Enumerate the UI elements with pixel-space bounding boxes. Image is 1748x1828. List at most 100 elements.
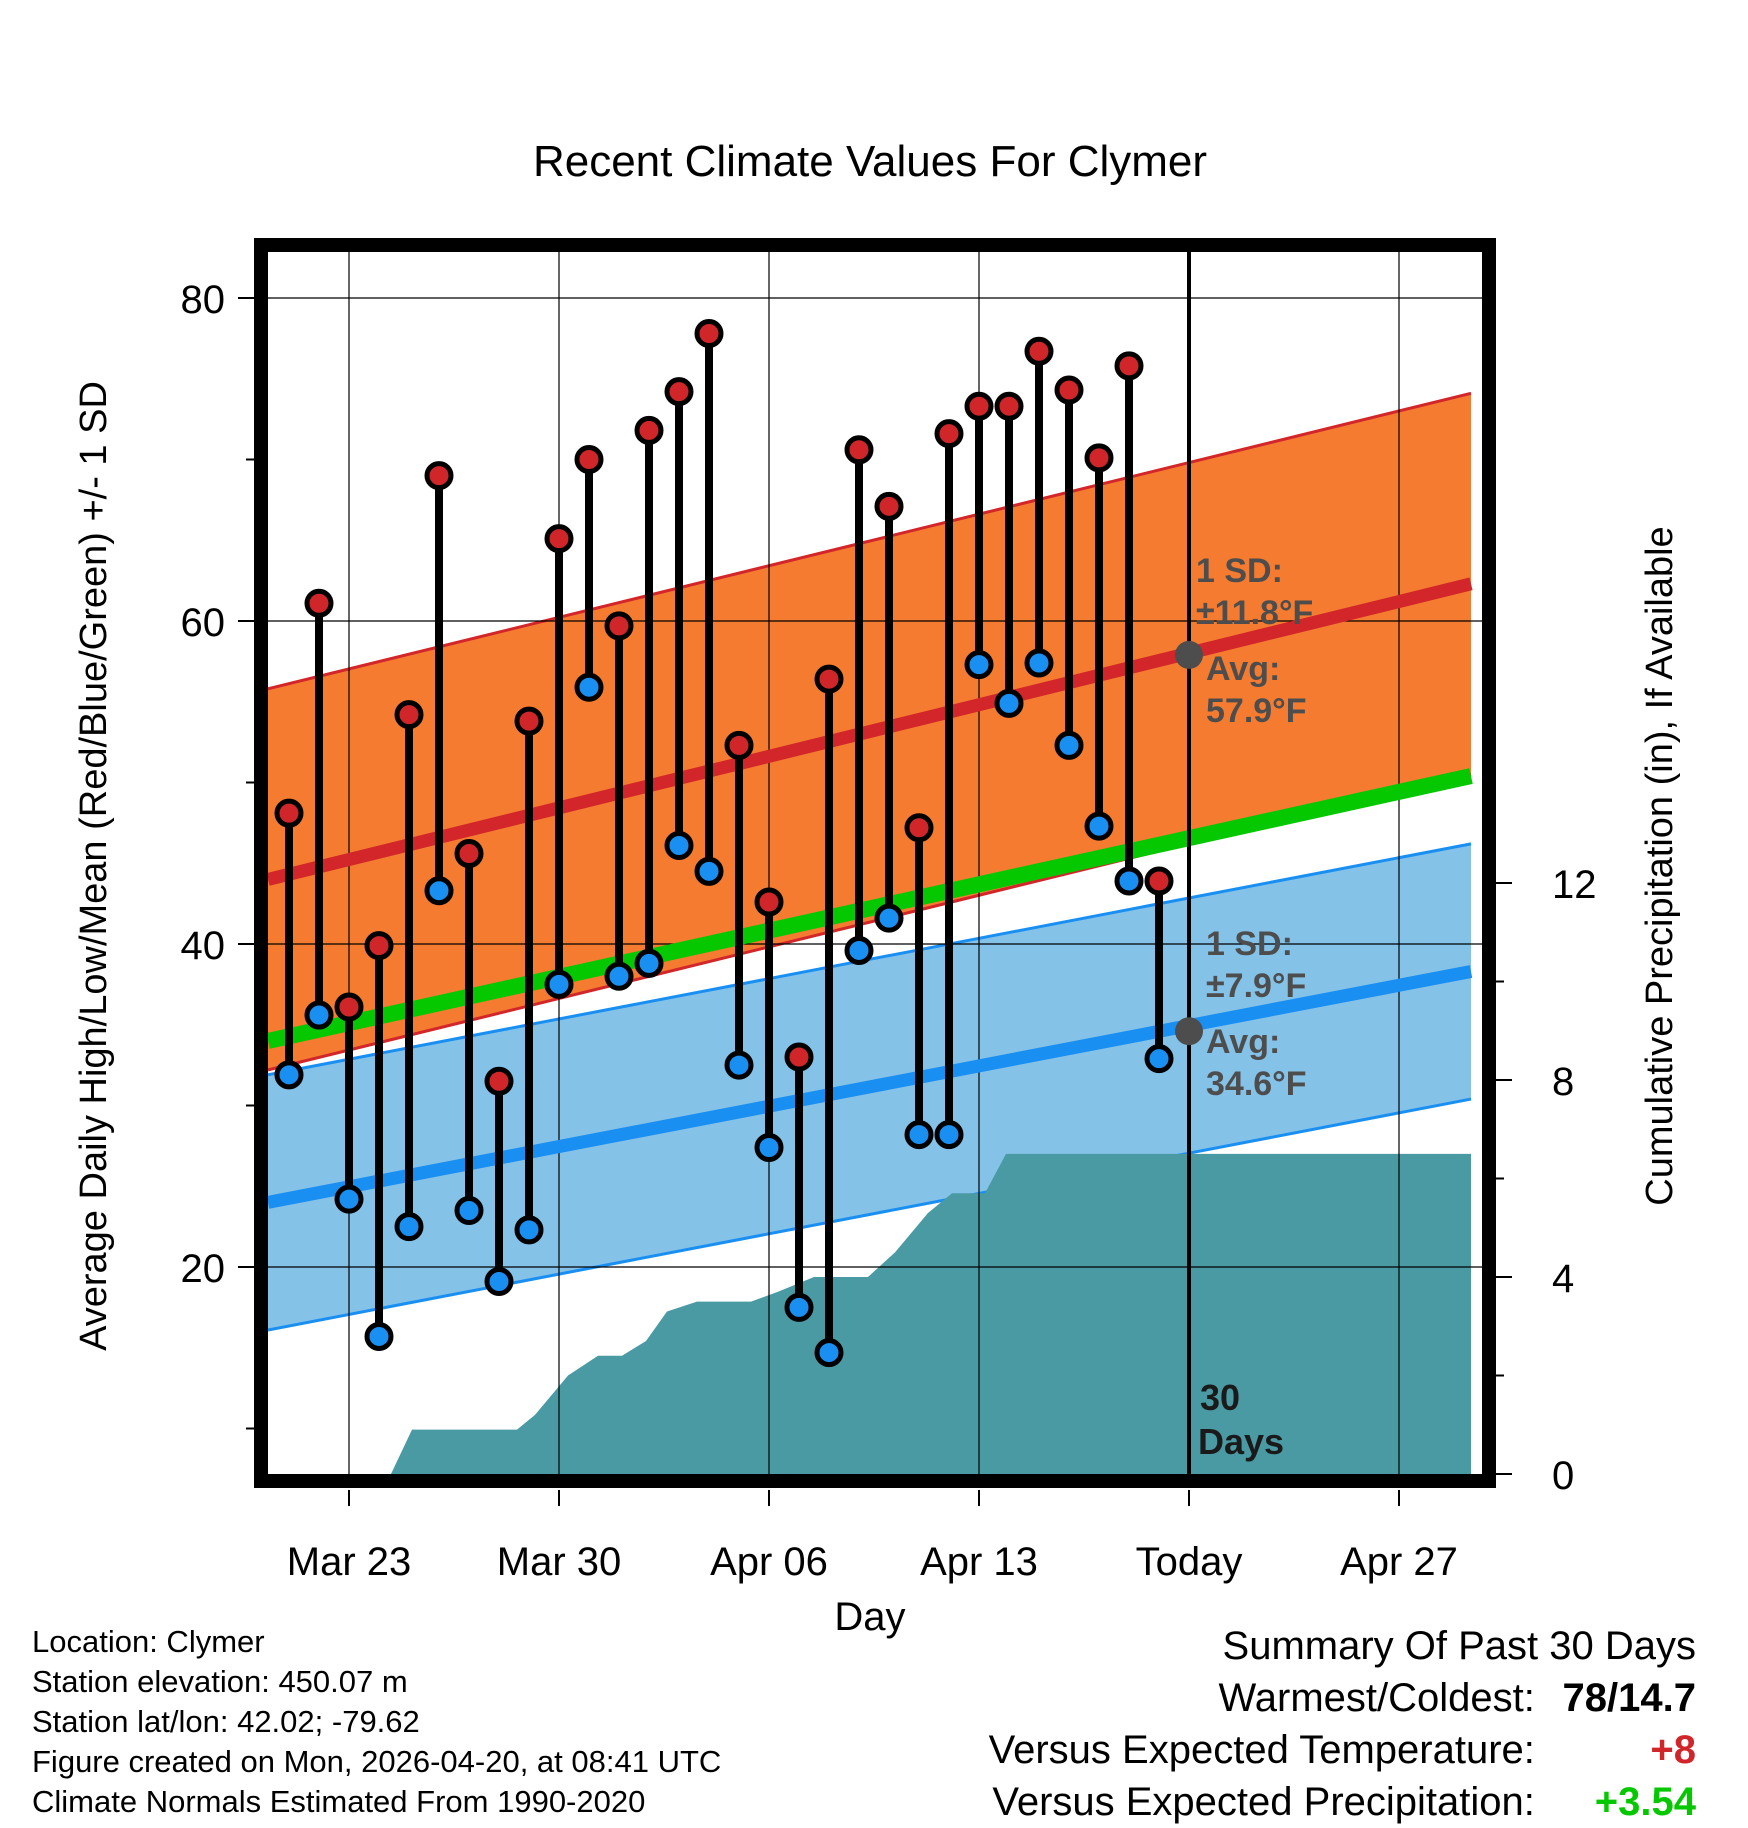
elevation-text: Station elevation: 450.07 m — [32, 1664, 408, 1699]
high-dot-16 — [754, 887, 784, 917]
latlon-text: Station lat/lon: 42.02; -79.62 — [32, 1704, 420, 1739]
low-sd-value: ±7.9°F — [1206, 967, 1306, 1005]
low-dot-22 — [934, 1120, 964, 1150]
high-dot-26 — [1054, 375, 1084, 405]
high-dot-2 — [334, 992, 364, 1022]
station-info: Location: Clymer Station elevation: 450.… — [32, 1622, 721, 1822]
summary-temp-row: Versus Expected Temperature: +8 — [989, 1724, 1696, 1776]
precip-label: Versus Expected Precipitation: — [992, 1780, 1535, 1824]
low-dot-26 — [1054, 730, 1084, 760]
high-dot-11 — [604, 611, 634, 641]
y-tick-label-20: 20 — [181, 1247, 226, 1291]
high-dot-29 — [1144, 866, 1174, 896]
y-tick-label-80: 80 — [181, 278, 226, 322]
high-dot-20 — [874, 491, 904, 521]
high-dot-10 — [574, 445, 604, 474]
low-dot-10 — [574, 672, 604, 702]
x-tick-label-0: Mar 23 — [287, 1540, 412, 1584]
low-dot-0 — [274, 1060, 304, 1090]
low-dot-15 — [724, 1050, 754, 1080]
high-dot-5 — [424, 461, 454, 491]
y2-tick-label-0: 0 — [1552, 1454, 1574, 1498]
high-dot-15 — [724, 730, 754, 760]
low-dot-16 — [754, 1132, 784, 1162]
days-count-number: 30 — [1200, 1377, 1240, 1418]
y-axis-label: Average Daily High/Low/Mean (Red/Blue/Gr… — [73, 381, 115, 1351]
low-band-lower-edge — [268, 1097, 1472, 1332]
low-dot-12 — [634, 948, 664, 978]
low-dot-2 — [334, 1184, 364, 1214]
plot-border — [254, 238, 1496, 1488]
high-dot-28 — [1114, 351, 1144, 381]
low-dot-1 — [304, 1000, 334, 1030]
high-dot-23 — [964, 391, 994, 421]
summary-precip-row: Versus Expected Precipitation: +3.54 — [989, 1776, 1696, 1828]
warmest-label: Warmest/Coldest: — [1218, 1676, 1535, 1720]
temp-value: +8 — [1650, 1728, 1696, 1772]
low-dot-20 — [874, 903, 904, 933]
low-dot-3 — [364, 1321, 394, 1351]
daily-range-bars — [274, 319, 1174, 1368]
high-dot-27 — [1084, 443, 1114, 473]
low-dot-6 — [454, 1195, 484, 1225]
x-tick-label-2: Apr 06 — [710, 1540, 828, 1584]
summary-warmest-row: Warmest/Coldest: 78/14.7 — [989, 1672, 1697, 1724]
high-dot-21 — [904, 813, 934, 843]
low-dot-18 — [814, 1338, 844, 1368]
low-avg-value: 34.6°F — [1206, 1065, 1307, 1103]
low-sd-label: 1 SD: — [1206, 925, 1293, 963]
high-avg-value: 57.9°F — [1206, 692, 1307, 730]
x-axis-label: Day — [834, 1595, 905, 1639]
high-normal-line — [268, 577, 1473, 886]
low-dot-19 — [844, 935, 874, 965]
high-dot-17 — [784, 1042, 814, 1072]
precip-value: +3.54 — [1594, 1780, 1696, 1824]
high-dot-0 — [274, 798, 304, 828]
low-dot-13 — [664, 830, 694, 860]
high-dot-9 — [544, 524, 574, 554]
axes: Mar 23 Mar 30 Apr 06 Apr 13 Today Apr 2780604… — [181, 278, 1597, 1584]
chart-title: Recent Climate Values For Clymer — [533, 137, 1207, 186]
high-dot-24 — [994, 391, 1024, 421]
x-tick-label-1: Mar 30 — [497, 1540, 622, 1584]
summary-title: Summary Of Past 30 Days — [1222, 1624, 1696, 1668]
annotations: 1 SD: ±11.8°F Avg: 57.9°F 1 SD: ±7.9°F Avg: 34.… — [1175, 252, 1313, 1474]
low-dot-24 — [994, 688, 1024, 718]
high-dot-8 — [514, 706, 544, 736]
high-dot-3 — [364, 931, 394, 961]
high-dot-22 — [934, 419, 964, 449]
high-dot-25 — [1024, 336, 1054, 366]
plot-area: 1 SD: ±11.8°F Avg: 57.9°F 1 SD: ±7.9°F Avg: 34.… — [268, 252, 1482, 1474]
high-dot-7 — [484, 1066, 514, 1096]
temp-label: Versus Expected Temperature: — [988, 1728, 1535, 1772]
high-dot-4 — [394, 700, 424, 730]
x-tick-label-3: Apr 13 — [920, 1540, 1038, 1584]
low-avg-label: Avg: — [1206, 1023, 1280, 1061]
high-dot-14 — [694, 319, 724, 349]
high-band-upper-edge — [268, 391, 1472, 691]
low-dot-21 — [904, 1120, 934, 1150]
normals-text: Climate Normals Estimated From 1990-2020 — [32, 1784, 646, 1819]
high-dot-18 — [814, 664, 844, 694]
grid-lines — [268, 252, 1482, 1474]
high-sd-value: ±11.8°F — [1196, 594, 1313, 632]
low-dot-27 — [1084, 811, 1114, 841]
x-tick-label-4: Today — [1136, 1540, 1243, 1584]
y2-tick-label-8: 8 — [1552, 1060, 1574, 1104]
low-avg-marker — [1175, 1017, 1203, 1046]
high-sd-label: 1 SD: — [1196, 552, 1283, 590]
low-dot-29 — [1144, 1044, 1174, 1074]
precipitation-area — [268, 1153, 1471, 1474]
high-dot-1 — [304, 588, 334, 618]
high-dot-13 — [664, 377, 694, 407]
x-tick-label-5: Apr 27 — [1340, 1540, 1458, 1584]
days-count-word: Days — [1198, 1421, 1284, 1462]
low-dot-25 — [1024, 648, 1054, 678]
low-dot-4 — [394, 1212, 424, 1242]
low-dot-17 — [784, 1292, 814, 1322]
high-dot-12 — [634, 415, 664, 445]
low-dot-11 — [604, 961, 634, 991]
created-text: Figure created on Mon, 2026-04-20, at 08… — [32, 1744, 722, 1779]
location-text: Location: Clymer — [32, 1624, 265, 1659]
